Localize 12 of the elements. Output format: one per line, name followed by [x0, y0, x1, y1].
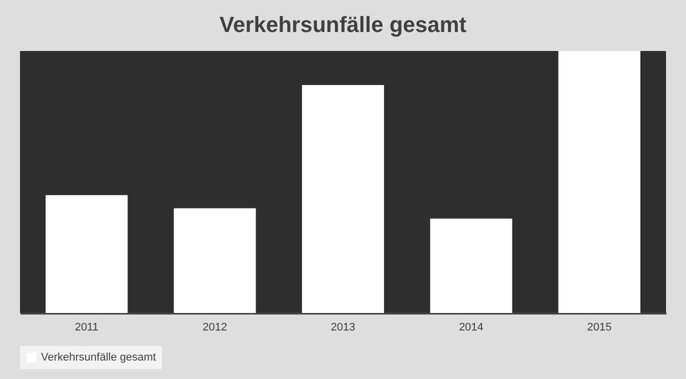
- bar: [46, 195, 128, 313]
- x-tick-label: 2014: [458, 322, 484, 334]
- x-tick-label: 2015: [587, 322, 612, 334]
- bar: [302, 85, 384, 313]
- x-tick-label: 2011: [74, 322, 98, 334]
- x-tick-label: 2013: [330, 322, 356, 334]
- chart-title: Verkehrsunfälle gesamt: [219, 12, 468, 37]
- bar: [430, 218, 512, 313]
- bar: [558, 51, 640, 313]
- legend-label: Verkehrsunfälle gesamt: [41, 352, 156, 364]
- bar: [174, 208, 256, 313]
- x-tick-label: 2012: [202, 322, 228, 334]
